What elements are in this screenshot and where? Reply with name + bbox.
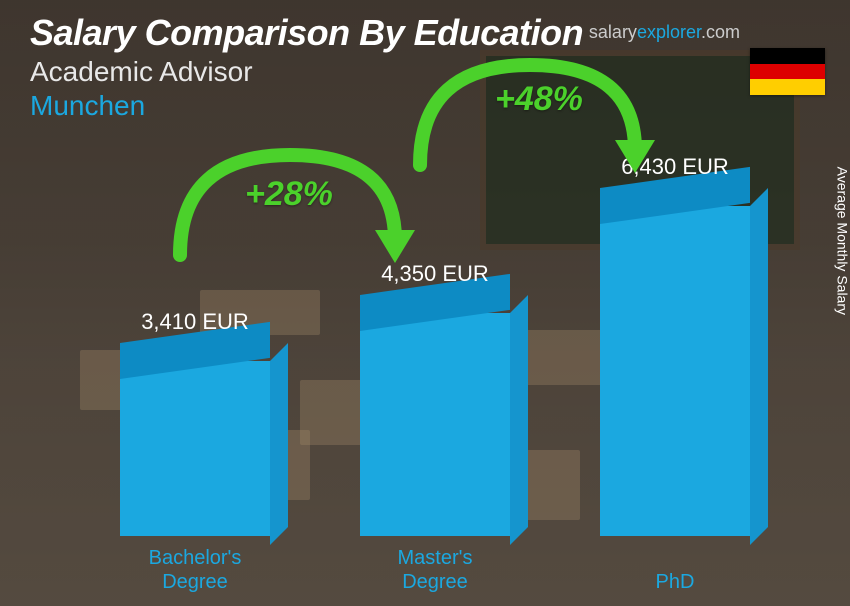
bar-group: 3,410 EURBachelor'sDegree [120, 361, 270, 536]
bar: 4,350 EUR [360, 313, 510, 536]
branding-text: salaryexplorer.com [589, 22, 740, 43]
bar-side-face [750, 188, 768, 545]
chart-subtitle: Academic Advisor [30, 56, 583, 88]
chart-title: Salary Comparison By Education [30, 12, 583, 54]
bar-group: 6,430 EURPhD [600, 206, 750, 536]
bar-label: Bachelor'sDegree [149, 546, 242, 594]
header: Salary Comparison By Education Academic … [30, 12, 583, 122]
flag-stripe [750, 48, 825, 64]
increase-arrow [160, 145, 420, 290]
branding-accent: explorer [637, 22, 701, 42]
flag-germany [750, 48, 825, 95]
bar-side-face [270, 343, 288, 545]
arrow-icon [160, 145, 420, 285]
chart-location: Munchen [30, 90, 583, 122]
bar-value: 3,410 EUR [141, 309, 249, 335]
bar: 6,430 EUR [600, 206, 750, 536]
bar-group: 4,350 EURMaster'sDegree [360, 313, 510, 536]
y-axis-label: Average Monthly Salary [834, 167, 850, 315]
bar-label: PhD [656, 570, 695, 594]
branding-plain: salary [589, 22, 637, 42]
branding-suffix: .com [701, 22, 740, 42]
flag-stripe [750, 79, 825, 95]
bar: 3,410 EUR [120, 361, 270, 536]
bar-side-face [510, 295, 528, 545]
flag-stripe [750, 64, 825, 80]
bar-label: Master'sDegree [398, 546, 473, 594]
